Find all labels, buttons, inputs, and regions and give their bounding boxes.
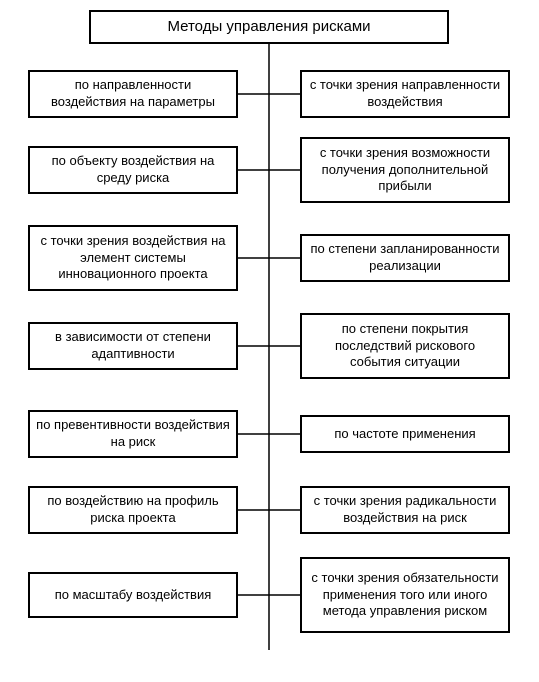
left-node: по воздействию на профиль риска проекта (28, 486, 238, 534)
left-node: по объекту воздействия на среду риска (28, 146, 238, 194)
left-node: по превентивности воздействия на риск (28, 410, 238, 458)
node-label: по степени запланированности реализации (308, 241, 502, 275)
node-label: по направленности воздействия на парамет… (36, 77, 230, 111)
right-node: по степени запланированности реализации (300, 234, 510, 282)
node-label: по степени покрытия последствий рисковог… (308, 321, 502, 372)
node-label: в зависимости от степени адаптивности (36, 329, 230, 363)
node-label: с точки зрения радикальности воздействия… (308, 493, 502, 527)
node-label: с точки зрения обязательности применения… (308, 570, 502, 621)
node-label: по частоте применения (334, 426, 475, 443)
left-node: с точки зрения воздействия на элемент си… (28, 225, 238, 291)
node-label: по воздействию на профиль риска проекта (36, 493, 230, 527)
right-node: по частоте применения (300, 415, 510, 453)
node-label: с точки зрения направленности воздействи… (308, 77, 502, 111)
node-label: по превентивности воздействия на риск (36, 417, 230, 451)
right-node: с точки зрения обязательности применения… (300, 557, 510, 633)
right-node: по степени покрытия последствий рисковог… (300, 313, 510, 379)
right-node: с точки зрения возможности получения доп… (300, 137, 510, 203)
left-node: по масштабу воздействия (28, 572, 238, 618)
left-node: в зависимости от степени адаптивности (28, 322, 238, 370)
right-node: с точки зрения направленности воздействи… (300, 70, 510, 118)
node-label: с точки зрения воздействия на элемент си… (36, 233, 230, 284)
node-label: с точки зрения возможности получения доп… (308, 145, 502, 196)
title-label: Методы управления рисками (167, 17, 370, 37)
node-label: по объекту воздействия на среду риска (36, 153, 230, 187)
title-box: Методы управления рисками (89, 10, 449, 44)
node-label: по масштабу воздействия (55, 587, 212, 604)
right-node: с точки зрения радикальности воздействия… (300, 486, 510, 534)
left-node: по направленности воздействия на парамет… (28, 70, 238, 118)
